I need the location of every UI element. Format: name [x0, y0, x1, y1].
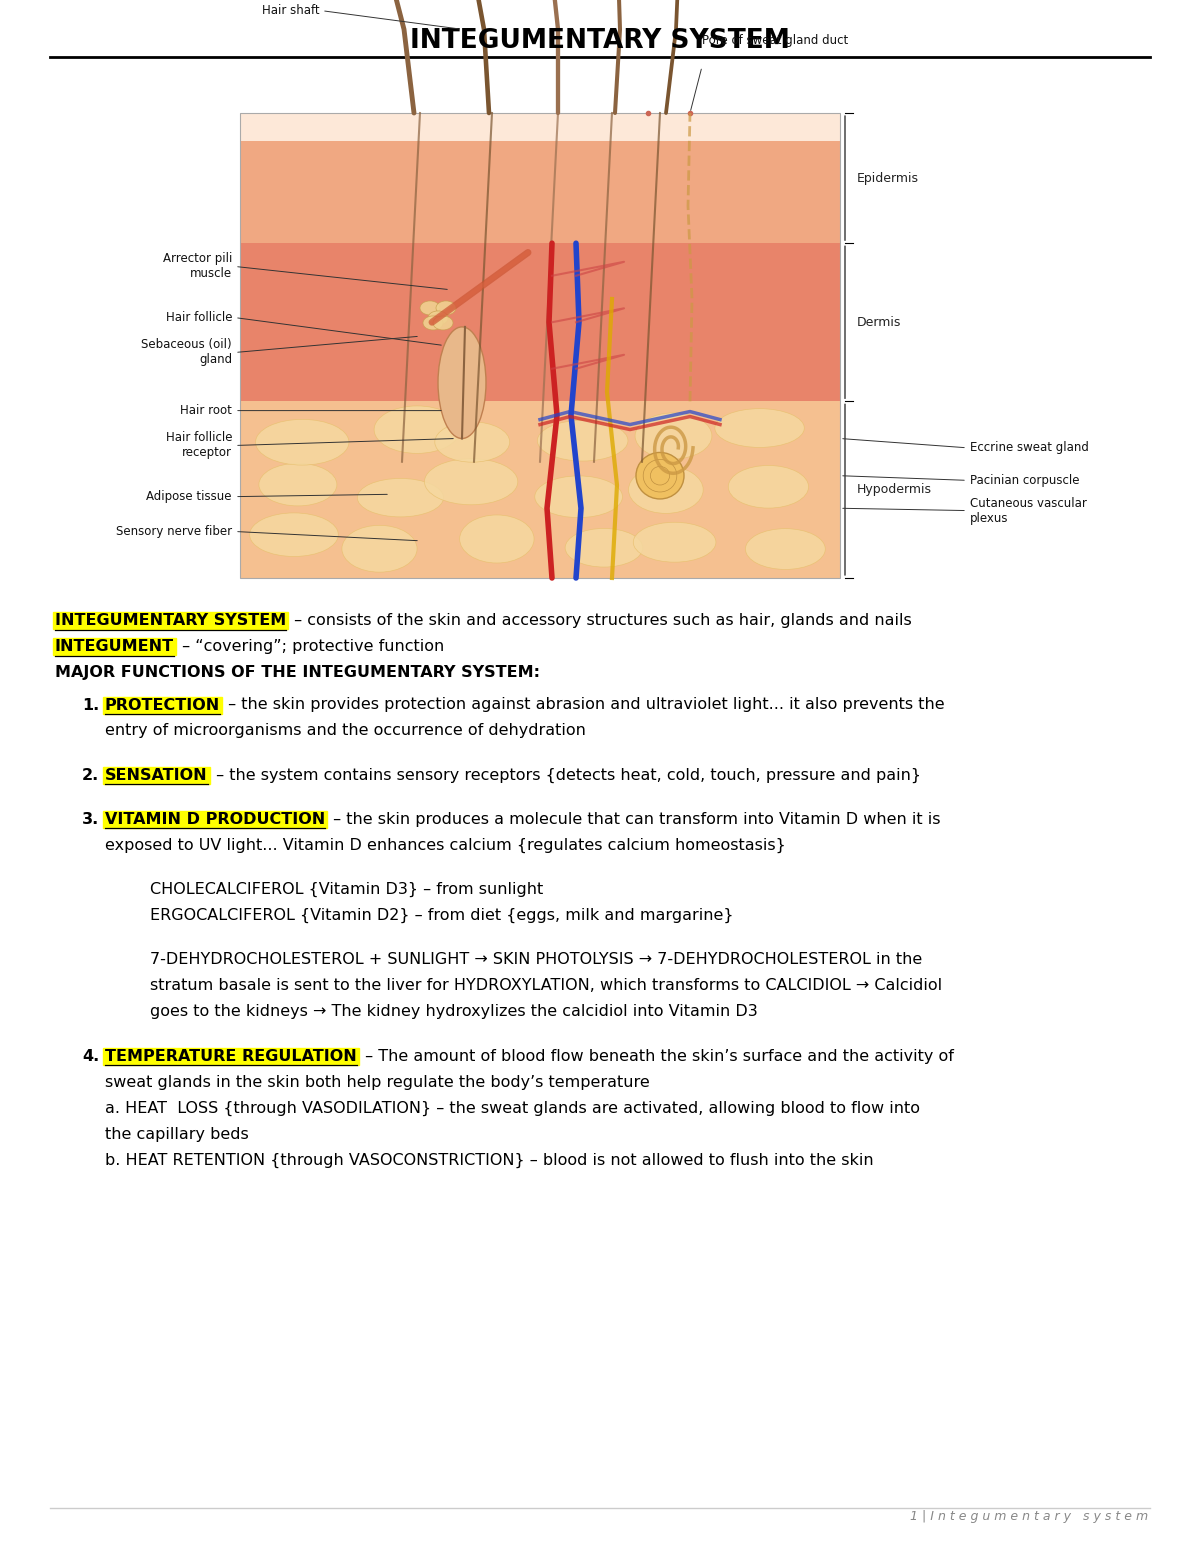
- Bar: [103, 767, 210, 784]
- Ellipse shape: [420, 301, 440, 315]
- Text: SENSATION: SENSATION: [106, 767, 208, 783]
- Text: Adipose tissue: Adipose tissue: [146, 491, 232, 503]
- Ellipse shape: [460, 516, 534, 564]
- Text: INTEGUMENTARY SYSTEM: INTEGUMENTARY SYSTEM: [55, 613, 287, 627]
- Text: 4.: 4.: [82, 1048, 100, 1064]
- Ellipse shape: [428, 311, 448, 325]
- Text: Hair root: Hair root: [180, 404, 232, 418]
- Bar: [103, 1048, 359, 1064]
- Text: – “covering”; protective function: – “covering”; protective function: [178, 638, 444, 654]
- Bar: [240, 401, 840, 578]
- Text: Cutaneous vascular
plexus: Cutaneous vascular plexus: [970, 497, 1087, 525]
- Text: ERGOCALCIFEROL {Vitamin D2} – from diet {eggs, milk and margarine}: ERGOCALCIFEROL {Vitamin D2} – from diet …: [150, 909, 733, 924]
- Text: sweat glands in the skin both help regulate the body’s temperature: sweat glands in the skin both help regul…: [106, 1075, 649, 1090]
- Bar: [240, 113, 840, 578]
- Bar: [240, 113, 840, 141]
- Text: the capillary beds: the capillary beds: [106, 1126, 248, 1141]
- Bar: [53, 638, 176, 655]
- Ellipse shape: [434, 422, 510, 463]
- Ellipse shape: [438, 326, 486, 438]
- Text: Arrector pili
muscle: Arrector pili muscle: [163, 253, 232, 281]
- Ellipse shape: [634, 522, 716, 562]
- Ellipse shape: [342, 525, 418, 572]
- Ellipse shape: [259, 463, 337, 506]
- Text: Hair shaft: Hair shaft: [263, 5, 320, 17]
- Text: INTEGUMENTARY SYSTEM: INTEGUMENTARY SYSTEM: [410, 28, 790, 54]
- Text: 1 | I n t e g u m e n t a r y   s y s t e m: 1 | I n t e g u m e n t a r y s y s t e …: [910, 1510, 1148, 1523]
- Text: – the skin provides protection against abrasion and ultraviolet light... it also: – the skin provides protection against a…: [223, 697, 944, 713]
- Ellipse shape: [425, 458, 517, 505]
- Text: Eccrine sweat gland: Eccrine sweat gland: [970, 441, 1088, 455]
- Text: goes to the kidneys → The kidney hydroxylizes the calcidiol into Vitamin D3: goes to the kidneys → The kidney hydroxy…: [150, 1005, 757, 1019]
- Ellipse shape: [250, 512, 338, 556]
- Text: VITAMIN D PRODUCTION: VITAMIN D PRODUCTION: [106, 812, 325, 826]
- Ellipse shape: [636, 452, 684, 499]
- Text: – consists of the skin and accessory structures such as hair, glands and nails: – consists of the skin and accessory str…: [289, 613, 912, 627]
- Text: Sensory nerve fiber: Sensory nerve fiber: [116, 525, 232, 537]
- Ellipse shape: [358, 478, 444, 517]
- Ellipse shape: [728, 466, 809, 508]
- Ellipse shape: [424, 315, 443, 329]
- Bar: [103, 811, 328, 828]
- Ellipse shape: [629, 466, 703, 514]
- Ellipse shape: [538, 421, 628, 461]
- Text: 7-DEHYDROCHOLESTEROL + SUNLIGHT → SKIN PHOTOLYSIS → 7-DEHYDROCHOLESTEROL in the: 7-DEHYDROCHOLESTEROL + SUNLIGHT → SKIN P…: [150, 952, 923, 968]
- Text: MAJOR FUNCTIONS OF THE INTEGUMENTARY SYSTEM:: MAJOR FUNCTIONS OF THE INTEGUMENTARY SYS…: [55, 665, 540, 680]
- Ellipse shape: [256, 419, 349, 464]
- Text: entry of microorganisms and the occurrence of dehydration: entry of microorganisms and the occurren…: [106, 724, 586, 739]
- Bar: [240, 113, 840, 244]
- Text: Sebaceous (oil)
gland: Sebaceous (oil) gland: [142, 339, 232, 367]
- Ellipse shape: [715, 408, 804, 447]
- Text: stratum basale is sent to the liver for HYDROXYLATION, which transforms to CALCI: stratum basale is sent to the liver for …: [150, 978, 942, 994]
- Text: Hair follicle: Hair follicle: [166, 311, 232, 325]
- Text: 1.: 1.: [82, 697, 100, 713]
- Ellipse shape: [436, 301, 456, 315]
- Ellipse shape: [433, 315, 454, 329]
- Bar: [240, 244, 840, 401]
- Text: Dermis: Dermis: [857, 315, 901, 329]
- Text: Hair follicle
receptor: Hair follicle receptor: [166, 432, 232, 460]
- Text: 3.: 3.: [82, 812, 100, 826]
- Text: Epidermis: Epidermis: [857, 171, 919, 185]
- Text: PROTECTION: PROTECTION: [106, 697, 221, 713]
- Text: INTEGUMENT: INTEGUMENT: [55, 638, 174, 654]
- Text: – the system contains sensory receptors {detects heat, cold, touch, pressure and: – the system contains sensory receptors …: [211, 767, 920, 783]
- Ellipse shape: [374, 405, 460, 453]
- Ellipse shape: [635, 413, 712, 458]
- Bar: [53, 612, 288, 629]
- Text: a. HEAT  LOSS {through VASODILATION} – the sweat glands are activated, allowing : a. HEAT LOSS {through VASODILATION} – th…: [106, 1101, 920, 1115]
- Ellipse shape: [565, 528, 643, 567]
- Text: – The amount of blood flow beneath the skin’s surface and the activity of: – The amount of blood flow beneath the s…: [360, 1048, 954, 1064]
- Ellipse shape: [745, 528, 826, 570]
- Bar: [103, 696, 222, 713]
- Text: CHOLECALCIFEROL {Vitamin D3} – from sunlight: CHOLECALCIFEROL {Vitamin D3} – from sunl…: [150, 882, 544, 898]
- Ellipse shape: [535, 475, 623, 517]
- Text: Pacinian corpuscle: Pacinian corpuscle: [970, 474, 1080, 486]
- Text: 2.: 2.: [82, 767, 100, 783]
- Text: TEMPERATURE REGULATION: TEMPERATURE REGULATION: [106, 1048, 356, 1064]
- Text: b. HEAT RETENTION {through VASOCONSTRICTION} – blood is not allowed to flush int: b. HEAT RETENTION {through VASOCONSTRICT…: [106, 1152, 874, 1168]
- Text: Pore of sweat gland duct: Pore of sweat gland duct: [702, 34, 848, 47]
- Text: exposed to UV light... Vitamin D enhances calcium {regulates calcium homeostasis: exposed to UV light... Vitamin D enhance…: [106, 839, 786, 853]
- Text: – the skin produces a molecule that can transform into Vitamin D when it is: – the skin produces a molecule that can …: [329, 812, 941, 826]
- Text: Hypodermis: Hypodermis: [857, 483, 932, 495]
